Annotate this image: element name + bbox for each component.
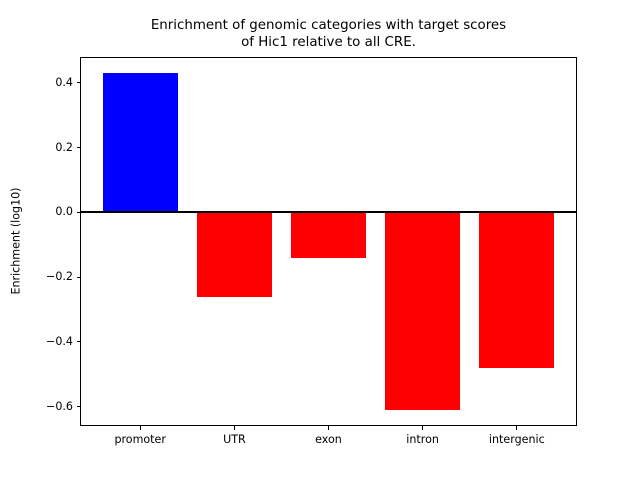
y-tick-mark [76,406,80,408]
y-tick-label: 0.2 [55,140,73,154]
x-tick-label-intergenic: intergenic [488,433,545,446]
x-tick-mark [516,426,518,430]
x-tick-mark [328,426,329,430]
zero-line [80,211,577,214]
x-tick-label-UTR: UTR [223,433,246,446]
x-tick-label-intron: intron [406,433,439,446]
bar-promoter [102,73,178,213]
y-tick-label: 0.0 [55,205,73,219]
x-tick-mark [233,426,235,430]
y-tick-mark [76,82,80,84]
y-tick-label: 0.4 [55,75,73,89]
chart-title: Enrichment of genomic categories with ta… [150,18,507,51]
y-tick-mark [76,147,80,149]
x-tick-mark [139,426,141,430]
y-tick-mark [76,341,80,343]
x-tick-mark [422,426,424,430]
bar-intron [385,212,461,410]
bar-intergenic [479,212,555,368]
x-tick-label-promoter: promoter [114,433,166,446]
x-tick-label-exon: exon [315,433,342,446]
bar-exon [290,212,367,258]
bar-UTR [196,212,272,297]
y-tick-label: −0.6 [46,399,73,413]
y-tick-mark [76,276,80,278]
y-tick-label: −0.4 [46,334,73,348]
y-tick-mark [76,211,80,213]
plot-area [80,57,577,426]
y-tick-label: −0.2 [46,270,73,284]
